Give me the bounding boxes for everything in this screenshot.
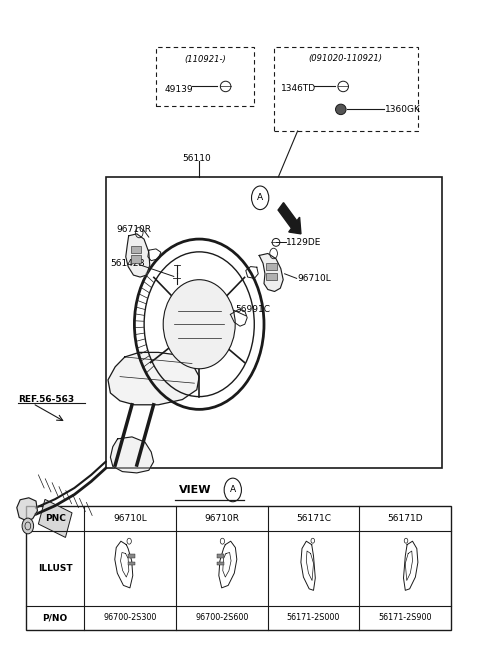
Ellipse shape <box>336 104 346 115</box>
Text: ILLUST: ILLUST <box>38 564 72 572</box>
Polygon shape <box>108 352 199 405</box>
Text: PNC: PNC <box>45 514 66 523</box>
Text: 96710R: 96710R <box>204 514 239 523</box>
Text: 49139: 49139 <box>165 85 193 94</box>
Text: 56171-2S900: 56171-2S900 <box>379 614 432 622</box>
Text: 1360GK: 1360GK <box>385 105 421 114</box>
Bar <box>26 506 451 630</box>
Text: (110921-): (110921-) <box>184 55 226 64</box>
Text: 1346TD: 1346TD <box>281 84 316 93</box>
Text: 56110: 56110 <box>182 154 211 163</box>
Text: (091020-110921): (091020-110921) <box>309 54 383 63</box>
Text: 96700-2S600: 96700-2S600 <box>195 614 248 622</box>
Text: 1129DE: 1129DE <box>286 238 321 247</box>
Text: 56171C: 56171C <box>296 514 331 523</box>
Text: 96700-2S300: 96700-2S300 <box>103 614 156 622</box>
Text: 96710L: 96710L <box>113 514 147 523</box>
Bar <box>156 47 254 106</box>
Text: 56171D: 56171D <box>387 514 423 523</box>
Polygon shape <box>17 498 37 521</box>
Bar <box>217 562 224 565</box>
Bar <box>131 255 141 263</box>
Text: 56991C: 56991C <box>235 305 270 314</box>
Text: A: A <box>230 485 236 495</box>
Bar <box>38 499 72 538</box>
Text: 56171-2S000: 56171-2S000 <box>287 614 340 622</box>
FancyArrow shape <box>278 202 301 234</box>
Text: P/NO: P/NO <box>43 614 68 622</box>
Text: 56142B: 56142B <box>110 259 145 268</box>
Text: A: A <box>257 193 263 202</box>
Text: 96710R: 96710R <box>116 225 151 234</box>
Bar <box>131 246 141 253</box>
Circle shape <box>22 518 34 534</box>
Polygon shape <box>110 437 154 473</box>
Bar <box>274 47 418 131</box>
Bar <box>106 177 442 468</box>
Text: 96710L: 96710L <box>298 274 331 283</box>
Text: VIEW: VIEW <box>179 485 211 495</box>
Bar <box>266 273 277 280</box>
Bar <box>128 562 134 565</box>
Bar <box>266 263 277 270</box>
Bar <box>128 554 134 558</box>
Text: REF.56-563: REF.56-563 <box>18 395 74 404</box>
Bar <box>217 554 224 558</box>
Polygon shape <box>126 234 150 277</box>
Polygon shape <box>259 253 283 291</box>
Ellipse shape <box>163 280 235 369</box>
